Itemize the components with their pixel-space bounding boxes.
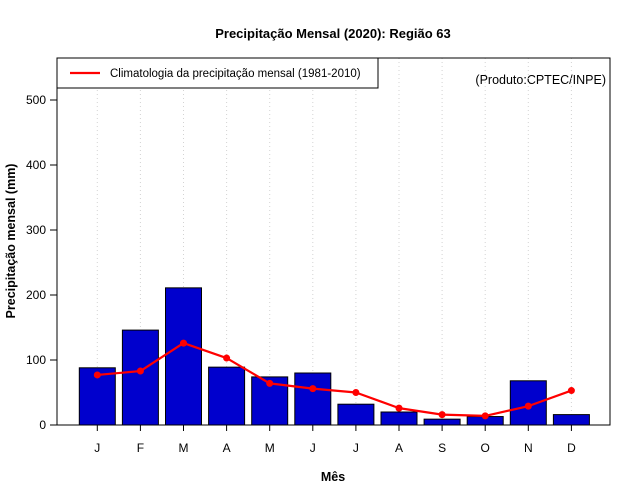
x-tick-label-3: A: [223, 441, 231, 455]
y-tick-label-0: 0: [39, 418, 46, 432]
x-tick-label-7: A: [395, 441, 403, 455]
x-tick-label-4: M: [265, 441, 275, 455]
bar-3: [208, 366, 246, 426]
x-tick-label-11: D: [567, 441, 576, 455]
climatology-point-5: [309, 385, 317, 393]
legend-box: [56, 57, 379, 89]
bar-1: [121, 329, 159, 426]
climatology-point-9: [481, 412, 489, 420]
chart-title: Precipitação Mensal (2020): Região 63: [215, 26, 451, 41]
bar-5: [294, 372, 332, 426]
plot-layer: J F M A M J J A S O N D 0 100 200 300 400 500: [26, 58, 590, 455]
x-tick-label-1: F: [137, 441, 144, 455]
x-axis-title: Mês: [321, 470, 345, 484]
climatology-point-10: [524, 402, 532, 410]
bar-8: [423, 418, 461, 426]
climatology-point-11: [567, 387, 575, 395]
y-tick-label-300: 300: [26, 223, 46, 237]
x-tick-label-0: J: [94, 441, 100, 455]
y-tick-label-400: 400: [26, 158, 46, 172]
climatology-line-layer: [93, 339, 575, 420]
y-tick-label-100: 100: [26, 353, 46, 367]
x-tick-label-6: J: [353, 441, 359, 455]
climatology-point-1: [136, 367, 144, 375]
climatology-line: [97, 342, 572, 417]
climatology-point-2: [180, 339, 187, 347]
legend-label: Climatologia da precipitação mensal (198…: [110, 68, 361, 80]
climatology-point-4: [266, 379, 274, 387]
x-tick-label-9: O: [481, 441, 490, 455]
y-tick-label-200: 200: [26, 288, 46, 302]
bar-6: [337, 403, 375, 426]
y-axis-title: Precipitação mensal (mm): [4, 164, 18, 319]
climatology-point-6: [352, 389, 360, 396]
x-tick-label-5: J: [310, 441, 316, 455]
produto-watermark: (Produto:CPTEC/INPE): [475, 73, 606, 87]
legend: Climatologia da precipitação mensal (198…: [56, 57, 379, 89]
y-tick-label-500: 500: [26, 93, 46, 107]
x-tick-label-2: M: [179, 441, 189, 455]
climatology-point-8: [438, 411, 446, 419]
climatology-point-7: [395, 404, 403, 412]
x-tick-label-8: S: [438, 441, 446, 455]
bar-11: [552, 414, 590, 426]
climatology-point-3: [223, 354, 231, 362]
x-tick-label-10: N: [524, 441, 533, 455]
climatology-point-0: [93, 371, 101, 379]
bar-7: [380, 411, 418, 426]
bar-2: [165, 287, 202, 426]
